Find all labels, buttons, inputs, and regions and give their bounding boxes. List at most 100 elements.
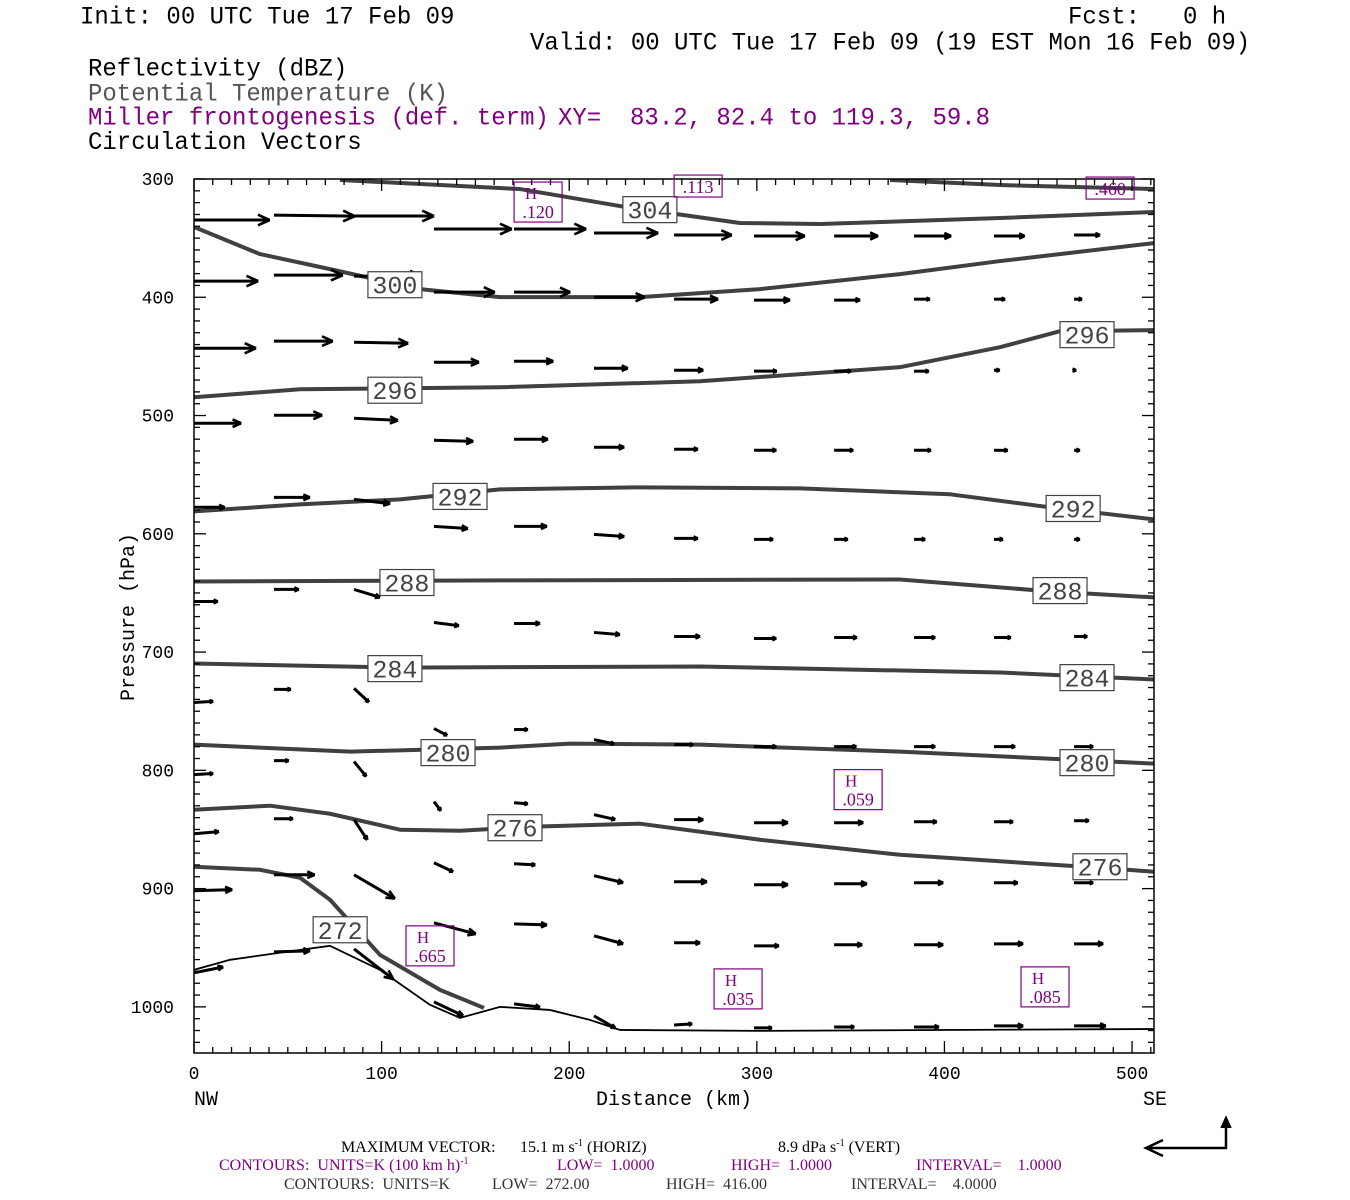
circulation-vector bbox=[674, 1021, 693, 1027]
circulation-vector bbox=[433, 524, 469, 533]
vector-head bbox=[635, 295, 646, 303]
vector-head bbox=[995, 369, 1001, 374]
vector-head bbox=[700, 880, 708, 886]
cross-section-endpoints: XY= 83.2, 82.4 to 119.3, 59.8 bbox=[558, 104, 991, 133]
vector-head bbox=[1018, 234, 1026, 240]
circulation-vector bbox=[273, 268, 344, 282]
vector-head bbox=[342, 214, 356, 223]
max-vector-horiz: 15.1 m s-1 (HORIZ) bbox=[520, 1139, 647, 1156]
vector-head bbox=[397, 337, 409, 345]
y-tick-label: 800 bbox=[142, 762, 174, 782]
vector-shaft bbox=[353, 873, 396, 900]
circulation-vector bbox=[194, 213, 271, 227]
vector-head bbox=[467, 932, 477, 937]
vector-head bbox=[926, 449, 932, 454]
circulation-vector bbox=[433, 861, 455, 874]
isentrope-label-text: 284 bbox=[1065, 666, 1110, 695]
vector-head bbox=[364, 699, 370, 704]
frontogenesis-high-mark: H bbox=[1032, 969, 1044, 988]
circulation-vector bbox=[273, 815, 294, 822]
vector-head bbox=[545, 360, 554, 366]
isentrope-label-box bbox=[1059, 321, 1115, 349]
vector-head bbox=[709, 297, 719, 304]
vector-head bbox=[771, 449, 777, 454]
isentrope-label-box bbox=[420, 738, 476, 767]
vector-head bbox=[1088, 881, 1094, 886]
vector-head bbox=[616, 942, 624, 946]
vector-head bbox=[540, 525, 548, 531]
isentrope-label-text: 288 bbox=[1037, 579, 1082, 608]
vector-head bbox=[687, 1022, 693, 1027]
horiz-tag: (HORIZ) bbox=[583, 1139, 647, 1156]
vector-head bbox=[930, 636, 936, 641]
vector-shaft bbox=[433, 621, 460, 628]
vector-head bbox=[1008, 820, 1014, 825]
vector-head bbox=[302, 496, 311, 502]
vector-head bbox=[843, 538, 849, 543]
vector-head bbox=[453, 624, 460, 629]
circulation-vector bbox=[593, 874, 624, 886]
vector-head bbox=[257, 213, 271, 222]
circulation-vector bbox=[674, 741, 694, 748]
circulation-vector bbox=[273, 209, 356, 223]
vector-head bbox=[534, 1005, 541, 1010]
vector-head bbox=[523, 802, 529, 807]
vector-head bbox=[943, 234, 952, 241]
y-tick-label: 600 bbox=[142, 526, 174, 546]
vector-head bbox=[541, 438, 549, 444]
circulation-vector bbox=[513, 861, 536, 868]
vector-head bbox=[245, 279, 259, 288]
vector-head bbox=[618, 535, 625, 540]
isentrope-276 bbox=[194, 803, 1154, 874]
vector-head bbox=[362, 836, 368, 841]
isentrope-label-text: 288 bbox=[384, 571, 429, 600]
vector-head bbox=[217, 965, 224, 972]
isentrope-label: 280 bbox=[1059, 749, 1115, 780]
vector-head bbox=[694, 941, 701, 947]
isentrope-label-box bbox=[1045, 494, 1101, 523]
circulation-vector bbox=[993, 367, 1001, 374]
isentrope-label-box bbox=[432, 482, 488, 511]
frontogenesis-box bbox=[405, 925, 455, 967]
vector-head bbox=[389, 419, 399, 425]
vector-head bbox=[218, 506, 226, 512]
circulation-vector bbox=[433, 1000, 465, 1018]
circulation-vector bbox=[514, 356, 554, 366]
circulation-vector bbox=[1074, 879, 1094, 886]
circulation-vector bbox=[914, 368, 930, 375]
x-left-direction-label: NW bbox=[194, 1089, 218, 1112]
circulation-vector bbox=[754, 447, 777, 454]
vector-head bbox=[693, 537, 699, 542]
vector-head bbox=[312, 414, 323, 421]
vector-head bbox=[857, 821, 864, 827]
vector-head bbox=[850, 1025, 855, 1030]
isentrope-308 bbox=[889, 179, 1154, 192]
vector-head bbox=[559, 286, 571, 294]
isentrope-label-text: 304 bbox=[627, 198, 672, 227]
circulation-vector bbox=[513, 1002, 541, 1010]
isentrope-label-box bbox=[367, 271, 423, 299]
vector-head bbox=[330, 273, 344, 282]
vector-head bbox=[771, 745, 777, 750]
fg-units: CONTOURS: UNITS=K (100 km h) bbox=[219, 1157, 461, 1174]
vector-shaft bbox=[353, 497, 391, 506]
vector-head bbox=[321, 335, 334, 343]
isentrope-label-box bbox=[312, 916, 368, 944]
circulation-vector bbox=[754, 818, 789, 827]
vector-head bbox=[795, 234, 806, 242]
vector-head bbox=[224, 888, 233, 895]
frontogenesis-maximum: H.059 bbox=[833, 769, 883, 811]
vector-shaft bbox=[194, 830, 220, 836]
vector-head bbox=[937, 881, 944, 887]
vector-shaft bbox=[593, 738, 615, 746]
circulation-vector bbox=[273, 757, 290, 764]
vector-head bbox=[869, 234, 879, 241]
vector-shaft bbox=[354, 340, 409, 345]
vector-shaft bbox=[433, 1000, 464, 1018]
vector-head bbox=[1097, 942, 1104, 948]
circulation-vector bbox=[1074, 231, 1101, 239]
vector-head bbox=[232, 422, 242, 429]
circulation-vector bbox=[352, 818, 369, 841]
circulation-vector bbox=[1074, 743, 1094, 750]
circulation-vector bbox=[674, 535, 699, 542]
